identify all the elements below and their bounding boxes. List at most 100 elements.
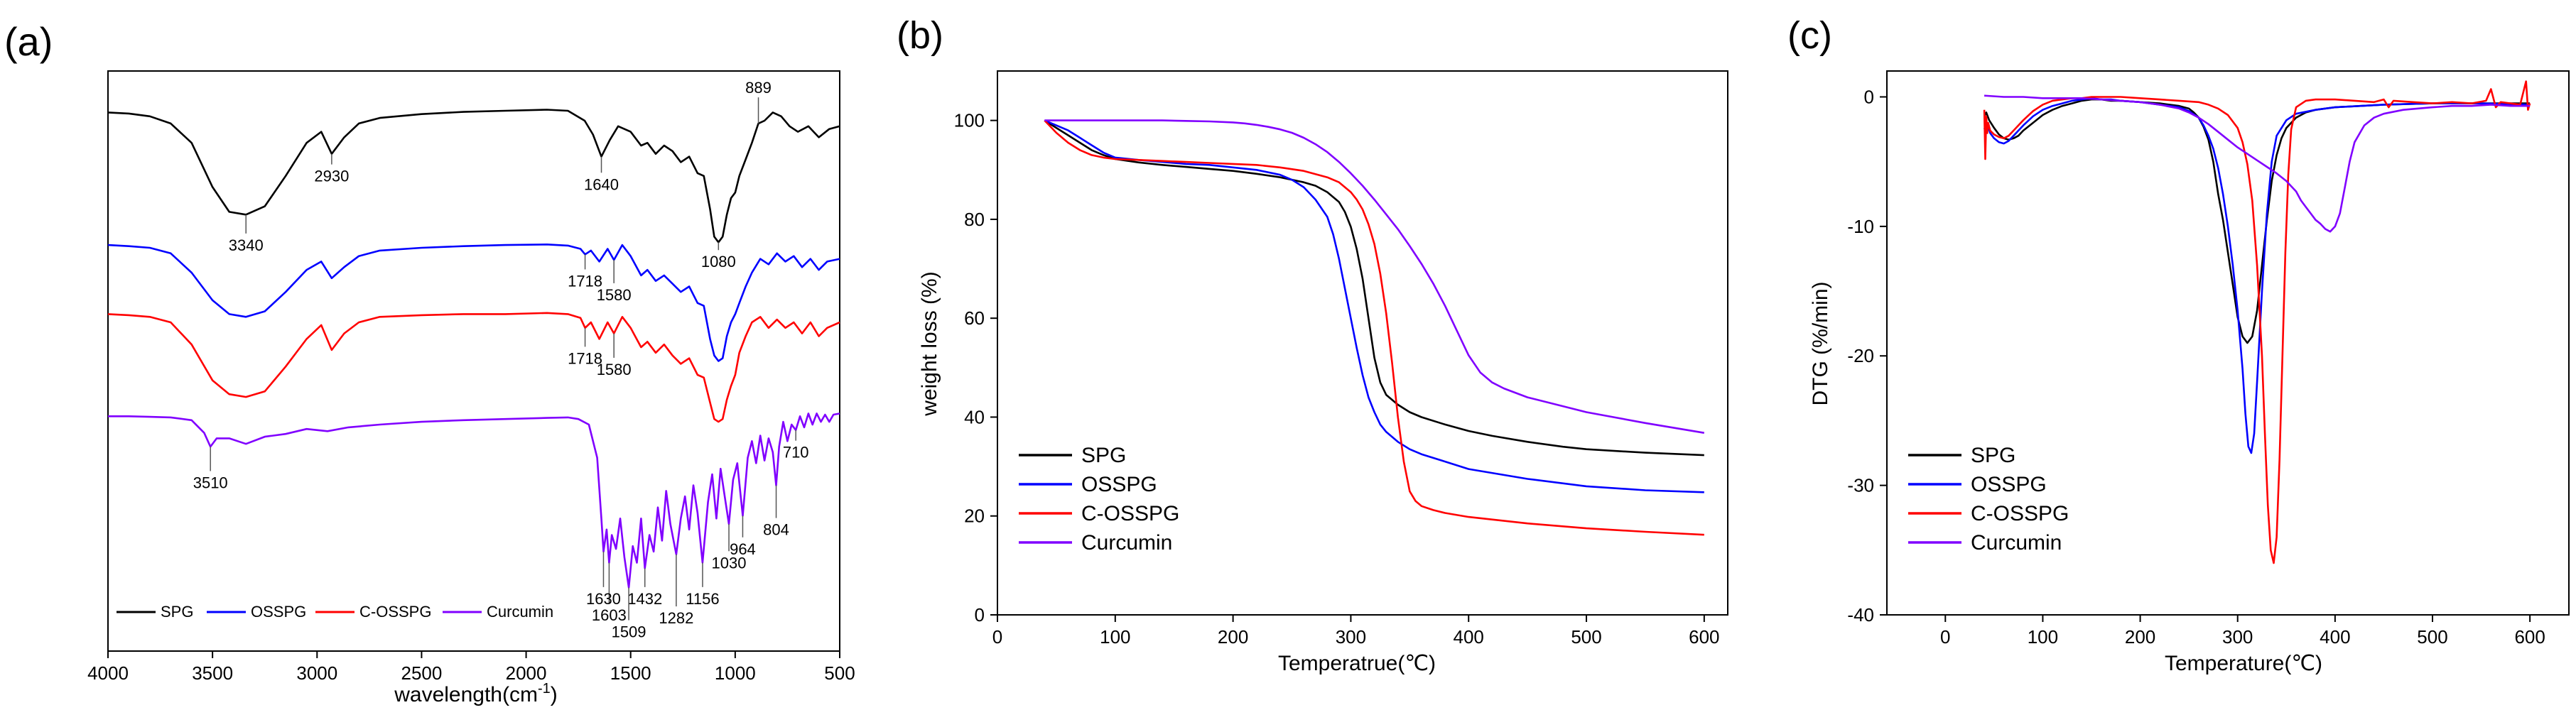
panel-a-annotation-label: 1030 xyxy=(712,554,747,572)
panel-a-annotation-label: 1580 xyxy=(597,361,632,378)
panel-a-annotation-label: 1156 xyxy=(686,590,719,608)
panel-a-x-tick-label: 3500 xyxy=(192,662,233,684)
panel-b-x-tick-label: 0 xyxy=(992,626,1002,648)
panel-a-annotation-label: 1509 xyxy=(612,623,646,641)
panel-c-x-ticks: 0 100 200 300 400 500 600 xyxy=(1940,615,2545,648)
panel-c-series-spg xyxy=(1983,98,2531,344)
panel-a-annotation-label: 1630 xyxy=(586,590,621,608)
panel-c-series-c-osspg xyxy=(1983,80,2531,564)
panel-c-series-osspg xyxy=(1983,97,2531,454)
legend-label-c-osspg: C-OSSPG xyxy=(1971,502,2069,525)
panel-a-x-axis-label-sup: -1 xyxy=(538,681,551,697)
panel-a-annotation-label: 710 xyxy=(783,444,809,462)
panel-a-x-tick-label: 3000 xyxy=(296,662,337,684)
panel-a-x-tick-label: 1500 xyxy=(610,662,651,684)
panel-b-frame xyxy=(997,70,1728,616)
panel-a-series xyxy=(107,109,840,589)
panel-c-y-ticks: 0 -10 -20 -30 -40 xyxy=(1847,86,1887,626)
panel-a-series-osspg xyxy=(107,244,840,362)
panel-b-y-tick-label: 20 xyxy=(964,506,985,527)
panel-b-x-tick-label: 200 xyxy=(1218,626,1248,648)
panel-a-annotation-label: 1603 xyxy=(592,606,627,624)
panel-c-series xyxy=(1983,80,2531,564)
panel-c-x-tick-label: 200 xyxy=(2125,626,2155,648)
panel-b-y-tick-label: 60 xyxy=(964,307,985,329)
panel-a-annotation-label: 889 xyxy=(745,79,772,97)
panel-b-y-axis-label: weight loss (%) xyxy=(918,271,941,416)
panel-a-series-c-osspg xyxy=(107,312,840,423)
panel-a-annotation-label: 964 xyxy=(730,540,756,558)
panel-c-y-tick-label: -10 xyxy=(1847,216,1874,237)
panel-c-label: (c) xyxy=(1787,14,1832,57)
panel-a-x-tick-label: 500 xyxy=(824,662,855,684)
panel-b-x-tick-label: 600 xyxy=(1689,626,1719,648)
panel-a: (a) 4000 3500 3000 2500 2000 1500 1000 500 3340… xyxy=(4,19,855,706)
panel-b-series xyxy=(1044,119,1705,536)
panel-c-y-tick-label: -20 xyxy=(1847,345,1874,366)
panel-a-annotation-label: 3340 xyxy=(229,236,264,254)
panel-b-x-tick-label: 100 xyxy=(1100,626,1130,648)
legend-label-osspg: OSSPG xyxy=(251,603,306,621)
panel-b-y-tick-label: 0 xyxy=(975,604,985,626)
panel-a-frame xyxy=(107,70,840,652)
panel-c-x-tick-label: 400 xyxy=(2320,626,2350,648)
legend-label-osspg: OSSPG xyxy=(1971,473,2047,496)
panel-a-x-axis-label: wavelength(cm-1) xyxy=(394,681,558,706)
legend-label-curcumin: Curcumin xyxy=(487,603,553,621)
panel-b-series-curcumin xyxy=(1044,119,1705,434)
panel-a-series-curcumin xyxy=(108,413,840,589)
panel-a-x-tick-label: 4000 xyxy=(87,662,129,684)
panel-c-x-axis-label: Temperature(℃) xyxy=(2165,652,2322,675)
panel-b: (b) 0 100 200 300 400 500 600 0 20 40 60 80 100 SPG… xyxy=(897,14,1728,675)
panel-b-series-spg xyxy=(1044,119,1704,457)
panel-c-x-tick-label: 300 xyxy=(2222,626,2253,648)
panel-c-y-tick-label: -40 xyxy=(1847,604,1874,626)
panel-c-x-tick-label: 600 xyxy=(2514,626,2545,648)
panel-c: (c) 0 100 200 300 400 500 600 0 -10 -20 -30 -40 SP… xyxy=(1787,14,2570,675)
panel-b-x-tick-label: 500 xyxy=(1571,626,1601,648)
panel-c-y-tick-label: 0 xyxy=(1864,86,1874,107)
panel-c-x-tick-label: 0 xyxy=(1940,626,1950,648)
panel-a-label: (a) xyxy=(4,19,53,64)
panel-a-series-spg xyxy=(107,109,840,244)
panel-c-series-curcumin xyxy=(1984,94,2531,233)
legend-label-c-osspg: C-OSSPG xyxy=(1081,502,1179,525)
legend-label-spg: SPG xyxy=(1081,444,1126,467)
legend-label-curcumin: Curcumin xyxy=(1081,531,1172,555)
legend-label-curcumin: Curcumin xyxy=(1971,531,2062,555)
legend-label-osspg: OSSPG xyxy=(1081,473,1157,496)
panel-b-x-tick-label: 300 xyxy=(1336,626,1366,648)
panel-c-frame xyxy=(1886,70,2570,616)
panel-a-annotation-label: 1580 xyxy=(597,286,632,304)
legend-label-c-osspg: C-OSSPG xyxy=(359,603,431,621)
legend-label-spg: SPG xyxy=(1971,444,2015,467)
panel-b-series-c-osspg xyxy=(1044,119,1704,536)
panel-b-y-tick-label: 40 xyxy=(964,406,985,427)
panel-a-x-tick-label: 2500 xyxy=(401,662,443,684)
panel-a-annotation-label: 3510 xyxy=(193,474,228,491)
panel-a-annotation-label: 804 xyxy=(763,521,789,539)
panel-a-x-ticks: 4000 3500 3000 2500 2000 1500 1000 500 xyxy=(87,651,855,684)
panel-b-label: (b) xyxy=(897,14,943,57)
panel-b-x-tick-label: 400 xyxy=(1454,626,1484,648)
panel-c-y-axis-label: DTG (%/min) xyxy=(1809,282,1832,406)
panel-c-x-tick-label: 500 xyxy=(2417,626,2447,648)
panel-a-x-tick-label: 2000 xyxy=(506,662,547,684)
panel-b-x-axis-label: Temperatrue(℃) xyxy=(1278,652,1436,675)
panel-b-x-ticks: 0 100 200 300 400 500 600 xyxy=(992,615,1720,648)
panel-b-legend: SPG OSSPG C-OSSPG Curcumin xyxy=(1019,444,1179,555)
panel-b-y-ticks: 0 20 40 60 80 100 xyxy=(954,110,997,626)
panel-c-x-tick-label: 100 xyxy=(2028,626,2058,648)
panel-a-x-tick-label: 1000 xyxy=(715,662,756,684)
panel-a-annotation-label: 1282 xyxy=(659,609,693,627)
panel-b-series-osspg xyxy=(1044,119,1704,493)
panel-c-legend: SPG OSSPG C-OSSPG Curcumin xyxy=(1908,444,2069,555)
panel-a-legend: SPG OSSPG C-OSSPG Curcumin xyxy=(117,603,553,621)
panel-a-annotation-label: 1080 xyxy=(701,253,736,271)
panel-a-annotation-label: 1432 xyxy=(627,590,662,608)
panel-a-annotation-label: 1718 xyxy=(568,272,602,290)
panel-a-annotation-label: 1718 xyxy=(568,349,602,367)
panel-c-y-tick-label: -30 xyxy=(1847,475,1874,496)
